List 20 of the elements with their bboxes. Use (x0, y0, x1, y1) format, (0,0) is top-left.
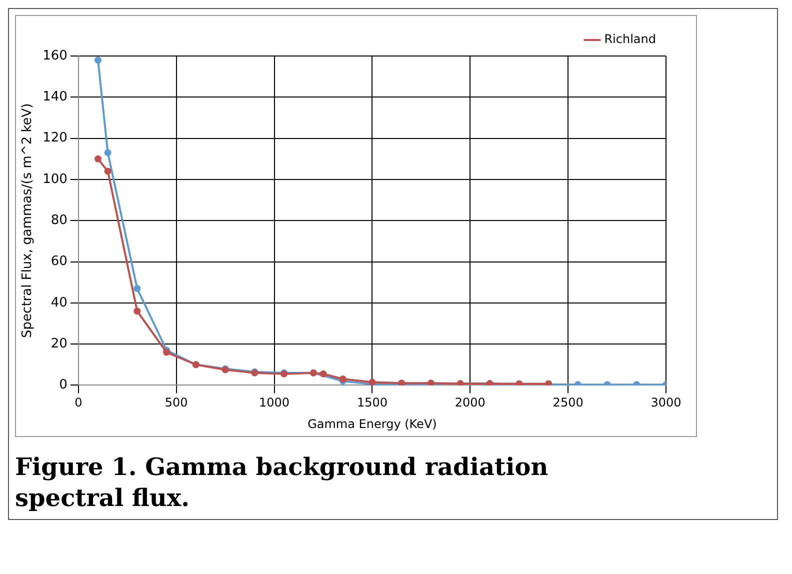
y-tick-label: 0 (59, 378, 68, 393)
x-tick-label: 2500 (552, 396, 584, 410)
x-tick-label: 1500 (356, 396, 388, 410)
x-axis-title: Gamma Energy (KeV) (308, 416, 437, 431)
x-tick-label: 500 (164, 396, 188, 410)
x-tick-label: 2000 (454, 396, 486, 410)
y-tick-label: 20 (50, 336, 68, 352)
y-tick-label: 60 (50, 254, 68, 270)
x-tick-label: 1000 (259, 396, 290, 410)
y-axis-title: Spectral Flux, gammas/(s m^2 keV) (20, 103, 36, 338)
y-tick-label: 80 (50, 212, 68, 228)
caption: Figure 1. Gamma background radiation spectral flux. (15, 451, 550, 514)
x-tick-label: 3000 (650, 396, 682, 410)
y-tick-label: 120 (42, 130, 68, 146)
y-tick-label: 40 (50, 295, 68, 310)
y-tick-label: 140 (42, 90, 68, 105)
x-tick-label: 0 (74, 396, 82, 410)
y-tick-label: 160 (42, 48, 68, 64)
y-tick-label: 100 (42, 172, 68, 187)
legend-label: Richland (604, 32, 656, 46)
